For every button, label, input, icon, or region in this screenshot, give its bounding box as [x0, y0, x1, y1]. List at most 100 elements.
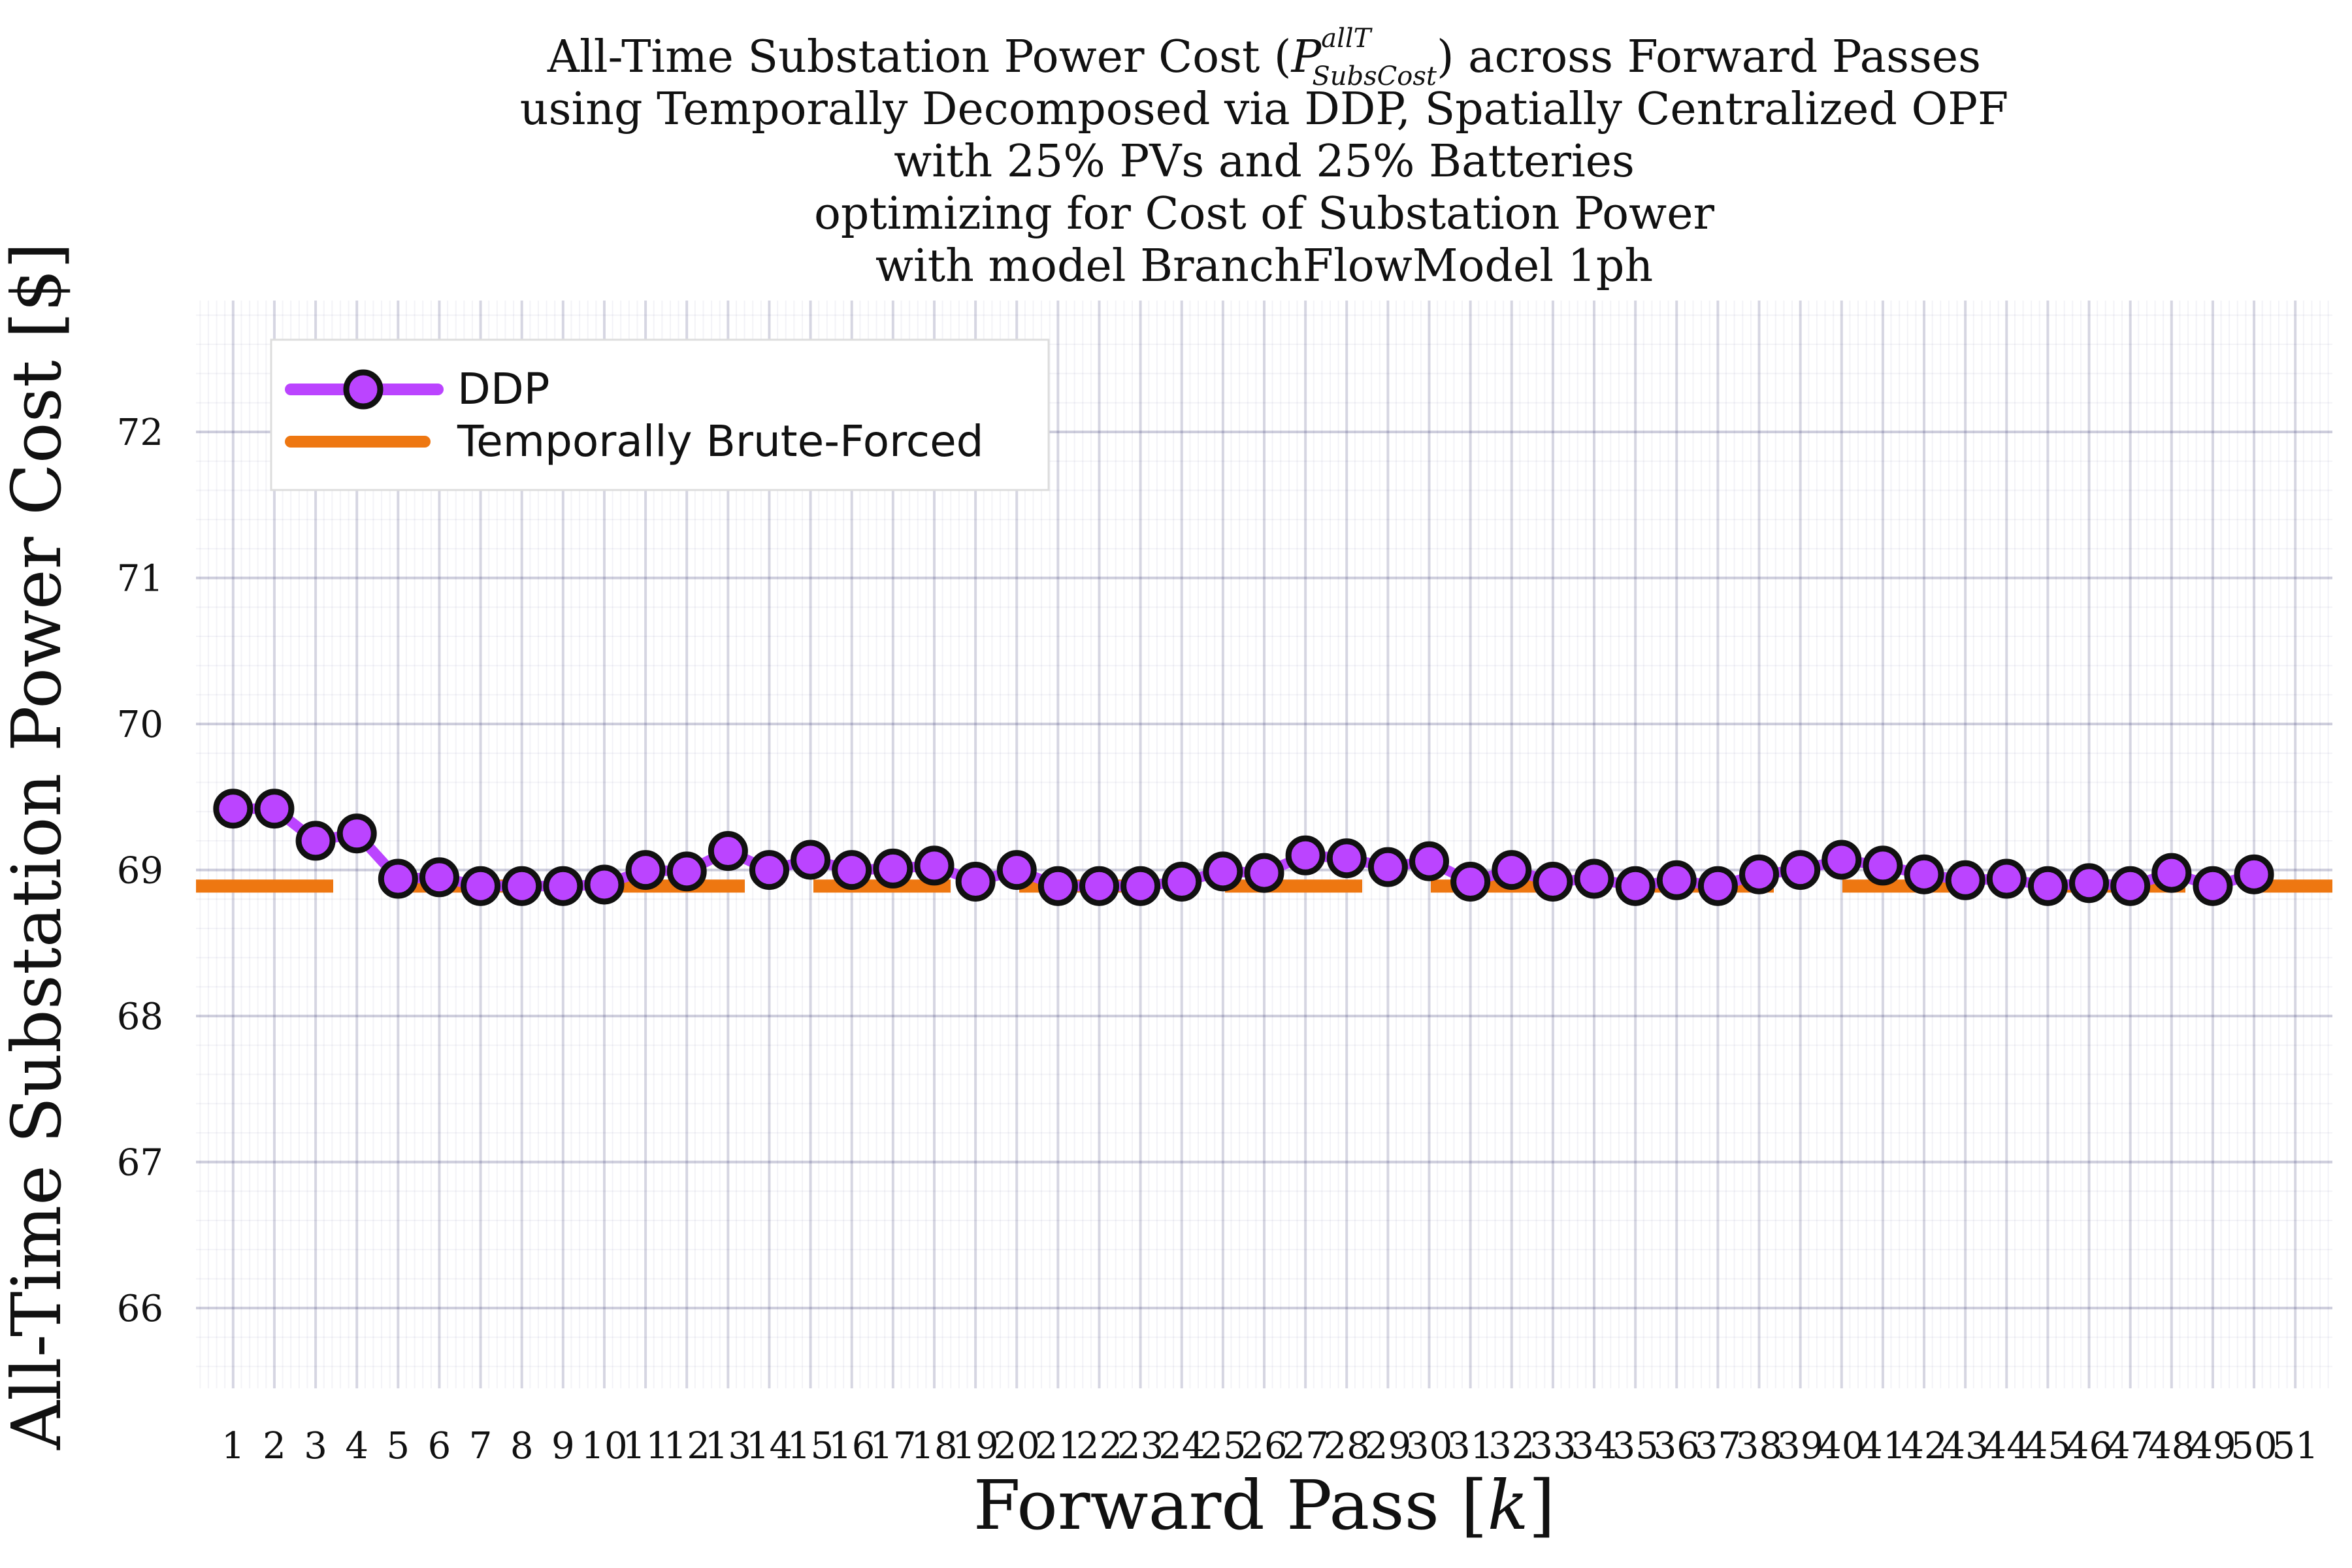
x-tick-label: 47 — [2107, 1425, 2153, 1467]
x-tick-label: 23 — [1117, 1425, 1164, 1467]
ddp-point — [1450, 861, 1491, 902]
legend-bf-label: Temporally Brute-Forced — [457, 416, 984, 466]
ddp-point — [749, 850, 789, 890]
ddp-point — [1904, 854, 1944, 894]
ddp-point — [1285, 835, 1326, 875]
x-tick-label: 22 — [1076, 1425, 1122, 1467]
ddp-point — [1162, 861, 1202, 902]
x-tick-label: 9 — [551, 1425, 575, 1467]
y-tick-label: 68 — [117, 996, 163, 1038]
x-tick-label: 16 — [828, 1425, 875, 1467]
x-tick-label: 46 — [2066, 1425, 2112, 1467]
series-ddp — [213, 789, 2274, 906]
ddp-point — [336, 813, 377, 854]
ddp-point — [791, 840, 831, 880]
ddp-point — [1079, 866, 1119, 906]
x-tick-label: 49 — [2189, 1425, 2236, 1467]
x-tick-label: 51 — [2272, 1425, 2319, 1467]
ddp-point — [1492, 850, 1532, 890]
ddp-point — [2234, 854, 2274, 894]
x-tick-label: 24 — [1158, 1425, 1205, 1467]
title-prefix: All-Time Substation Power Cost ( — [547, 31, 1292, 83]
x-tick-label: 32 — [1488, 1425, 1535, 1467]
ddp-point — [1986, 858, 2027, 899]
x-tick-label: 27 — [1282, 1425, 1328, 1467]
x-tick-label: 44 — [1984, 1425, 2030, 1467]
x-tick-label: 20 — [994, 1425, 1040, 1467]
chart-title-line-4: optimizing for Cost of Substation Power — [814, 188, 1715, 240]
x-tick-label: 11 — [622, 1425, 668, 1467]
x-tick-label: 41 — [1859, 1425, 1906, 1467]
chart-title-line-1: All-Time Substation Power Cost (PallT Sub… — [547, 24, 1981, 91]
x-tick-label: 12 — [664, 1425, 710, 1467]
ddp-point — [213, 789, 253, 829]
x-tick-label: 35 — [1612, 1425, 1659, 1467]
ddp-point — [1615, 866, 1656, 906]
x-tick-label: 14 — [746, 1425, 792, 1467]
title-symbol: P — [1290, 31, 1322, 83]
x-tick-label: 21 — [1035, 1425, 1081, 1467]
y-axis-ticks: 66 67 68 69 70 71 72 — [117, 412, 163, 1330]
x-tick-label: 15 — [787, 1425, 834, 1467]
y-tick-label: 69 — [117, 850, 163, 892]
legend-ddp-label: DDP — [457, 364, 549, 414]
y-tick-label: 70 — [117, 704, 163, 746]
x-tick-label: 28 — [1324, 1425, 1370, 1467]
x-tick-label: 26 — [1241, 1425, 1287, 1467]
ddp-point — [295, 821, 336, 861]
x-tick-label: 3 — [304, 1425, 327, 1467]
x-tick-label: 5 — [387, 1425, 410, 1467]
ddp-point — [1203, 851, 1243, 892]
legend: DDP Temporally Brute-Forced — [270, 338, 1050, 491]
legend-box — [270, 338, 1050, 491]
x-tick-label: 50 — [2230, 1425, 2277, 1467]
x-tick-label: 7 — [469, 1425, 493, 1467]
y-tick-label: 66 — [117, 1288, 163, 1330]
ddp-point — [1120, 866, 1161, 906]
x-tick-label: 45 — [2025, 1425, 2071, 1467]
ddp-point — [1821, 840, 1862, 880]
chart-title-line-5: with model BranchFlowModel 1ph — [875, 240, 1653, 292]
ddp-point — [832, 850, 872, 890]
x-axis-label-var: k — [1488, 1465, 1529, 1545]
ddp-point — [461, 866, 501, 906]
ddp-point — [254, 789, 295, 829]
ddp-point — [1409, 841, 1450, 881]
x-tick-label: 30 — [1406, 1425, 1452, 1467]
chart-title: All-Time Substation Power Cost (PallT Sub… — [520, 24, 2008, 292]
ddp-point — [419, 857, 459, 898]
legend-ddp-marker — [343, 369, 384, 410]
x-tick-label: 4 — [345, 1425, 368, 1467]
x-tick-label: 37 — [1695, 1425, 1741, 1467]
x-tick-label: 38 — [1736, 1425, 1782, 1467]
ddp-point — [584, 864, 625, 905]
ddp-point — [1656, 860, 1697, 900]
ddp-point — [666, 851, 707, 892]
x-tick-label: 25 — [1200, 1425, 1246, 1467]
ddp-point — [1697, 866, 1738, 906]
title-suffix: ) across Forward Passes — [1437, 31, 1981, 83]
ddp-point — [625, 850, 666, 890]
title-superscript: allT — [1321, 24, 1373, 54]
x-tick-label: 8 — [510, 1425, 534, 1467]
x-tick-label: 31 — [1447, 1425, 1494, 1467]
x-tick-label: 13 — [705, 1425, 751, 1467]
x-axis-label-text: Forward Pass [ — [973, 1465, 1488, 1545]
ddp-point — [873, 848, 913, 889]
ddp-point — [914, 845, 955, 886]
x-axis-label-close: ] — [1529, 1465, 1556, 1545]
y-axis-label: All-Time Substation Power Cost [$] — [0, 242, 76, 1450]
ddp-point — [1574, 858, 1614, 899]
x-tick-label: 43 — [1942, 1425, 1989, 1467]
x-axis-ticks: 1 2 3 4 5 6 7 8 9 1011121314151617181920212223242… — [221, 1425, 2319, 1467]
ddp-point — [1037, 866, 1078, 906]
ddp-point — [996, 850, 1037, 890]
y-tick-label: 67 — [117, 1142, 163, 1184]
ddp-point — [1367, 847, 1408, 887]
ddp-point — [502, 866, 542, 906]
ddp-point — [955, 861, 996, 902]
chart-title-line-2: using Temporally Decomposed via DDP, Spa… — [520, 84, 2008, 135]
x-tick-label: 10 — [581, 1425, 627, 1467]
ddp-point — [2151, 853, 2192, 893]
x-axis-label: Forward Pass [k] — [973, 1465, 1555, 1545]
